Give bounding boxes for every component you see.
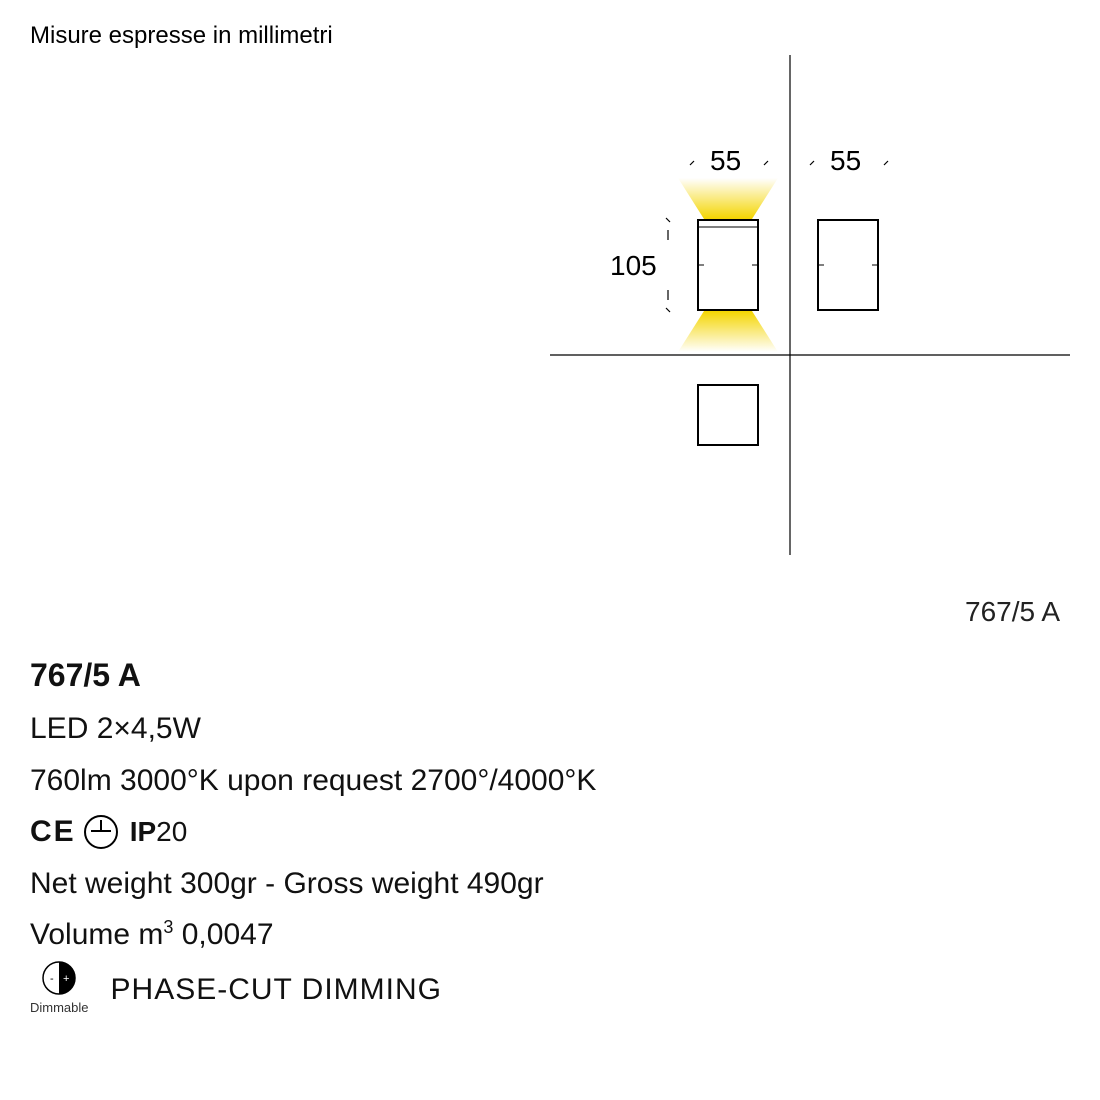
dimming-line: - + Dimmable PHASE-CUT DIMMING — [30, 961, 596, 1019]
dim-55-left: 55 — [710, 145, 741, 176]
light-beam-top — [678, 178, 778, 219]
ce-mark: C E — [30, 806, 72, 858]
svg-text:+: + — [63, 973, 69, 985]
spec-volume: Volume m3 0,0047 — [30, 909, 596, 961]
dimmable-label: Dimmable — [30, 997, 89, 1019]
bottom-view — [698, 385, 758, 445]
dimmable-icon: - + — [42, 961, 76, 995]
header-note: Misure espresse in millimetri — [30, 22, 333, 50]
dimmable-icon-wrap: - + Dimmable — [30, 961, 89, 1019]
spec-block: 767/5 A LED 2×4,5W 760lm 3000°K upon req… — [30, 648, 596, 1019]
dim-55-right: 55 — [830, 145, 861, 176]
spec-lumens: 760lm 3000°K upon request 2700°/4000°K — [30, 755, 596, 807]
side-view — [818, 220, 878, 310]
phase-cut-label: PHASE-CUT DIMMING — [111, 964, 442, 1016]
technical-diagram: 55 55 105 — [540, 55, 1070, 585]
diagram-svg: 55 55 105 — [540, 55, 1070, 585]
dim-105: 105 — [610, 250, 657, 281]
diagram-model-code: 767/5 A — [965, 596, 1060, 628]
spec-model: 767/5 A — [30, 648, 596, 703]
ground-icon — [84, 815, 118, 849]
spec-weight: Net weight 300gr - Gross weight 490gr — [30, 858, 596, 910]
cert-line: C E IP20 — [30, 806, 596, 858]
spec-led: LED 2×4,5W — [30, 703, 596, 755]
svg-text:-: - — [50, 973, 54, 985]
front-view — [698, 220, 758, 310]
light-beam-bottom — [678, 311, 778, 352]
ip-rating: IP20 — [130, 808, 188, 856]
